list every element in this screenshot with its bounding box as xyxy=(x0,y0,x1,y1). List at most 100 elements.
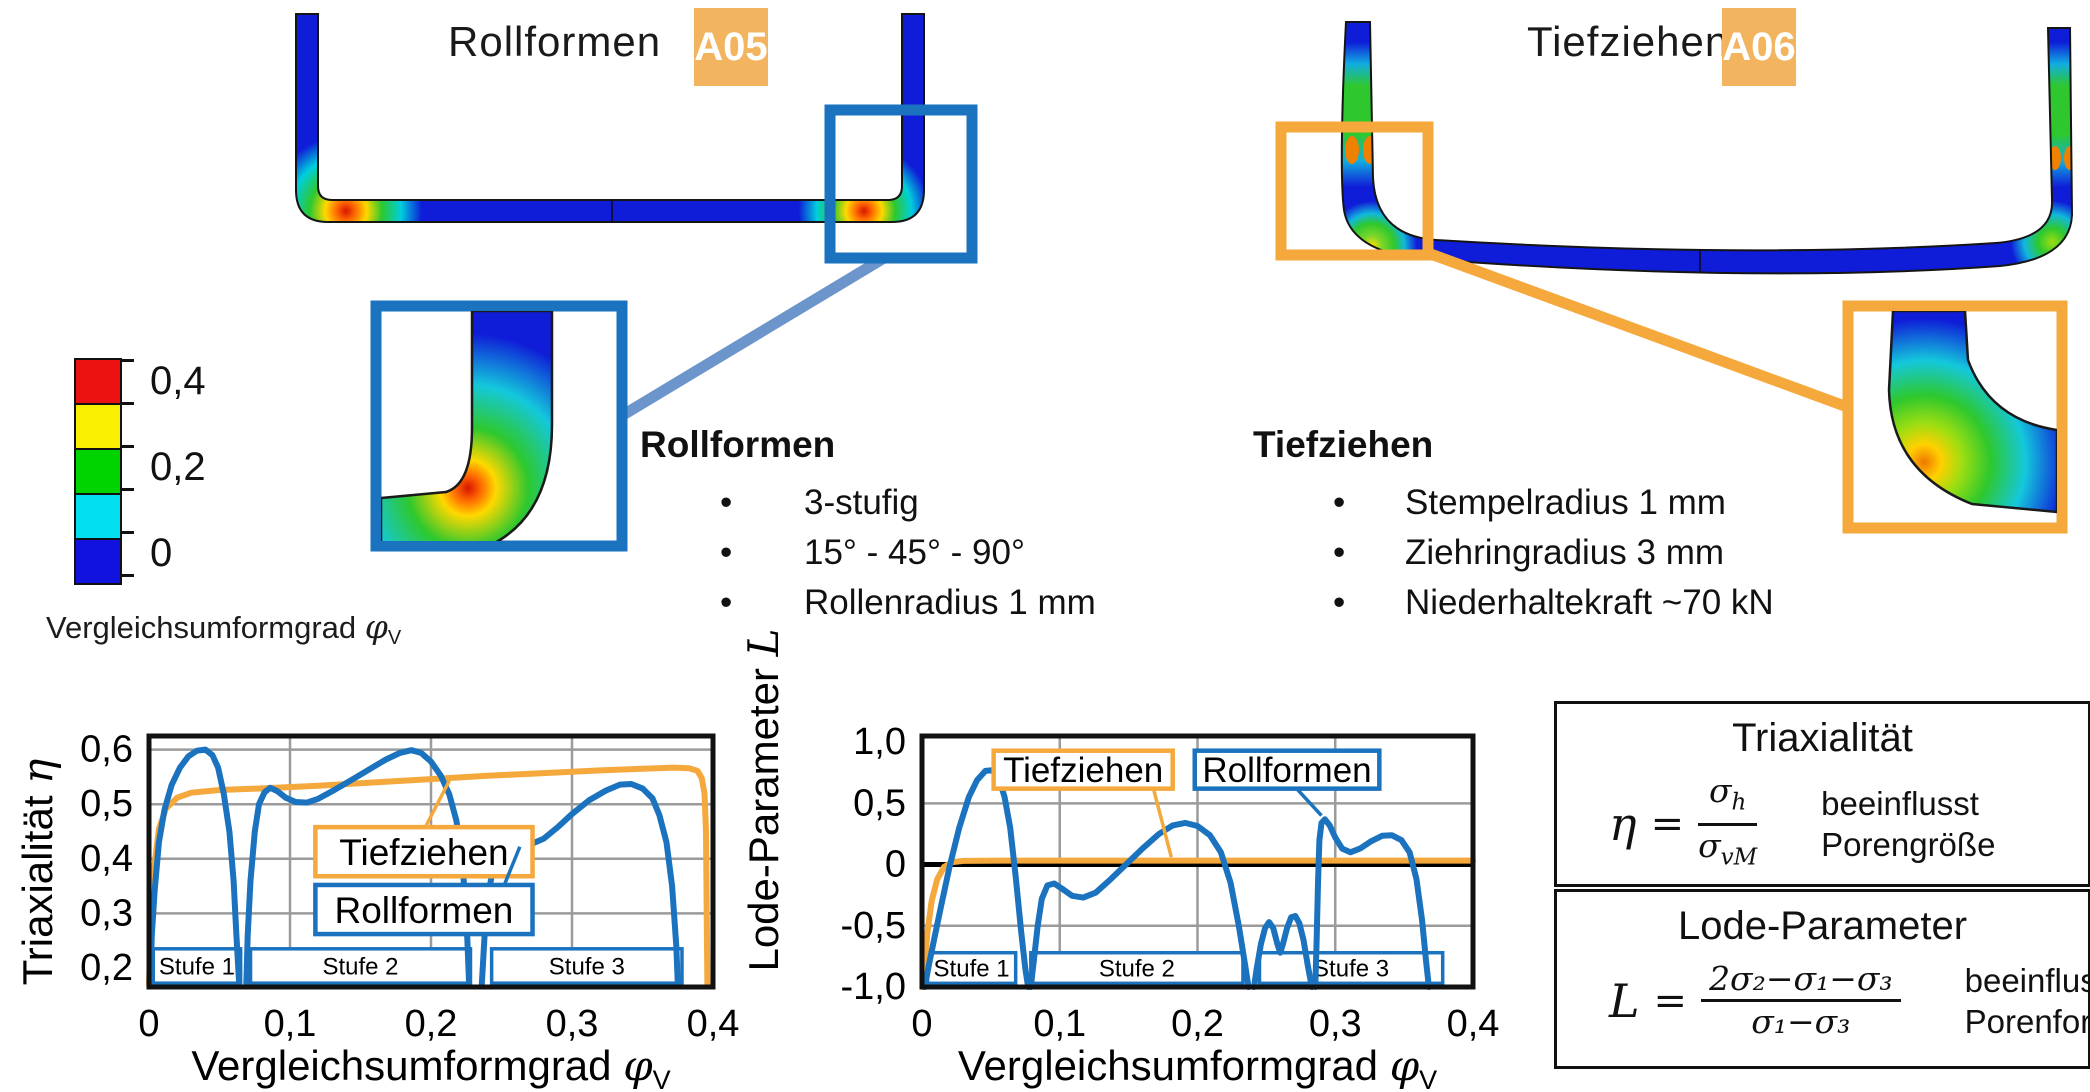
y-tick-label: 1,0 xyxy=(853,721,906,763)
colorbar-block xyxy=(74,403,122,450)
legend-box-rollformen xyxy=(313,882,535,937)
x-tick-label: 0,3 xyxy=(546,1003,599,1045)
sigma-h: σ xyxy=(1708,771,1732,810)
x-axis-title: Vergleichsumformgrad φV xyxy=(191,1041,670,1092)
x-tick-label: 0 xyxy=(911,1003,932,1045)
triaxiality-box-title: Triaxialität xyxy=(1732,716,1913,760)
colorbar-label-mid: 0,2 xyxy=(150,445,206,489)
legend-leader xyxy=(502,846,522,886)
series-rollformen xyxy=(1312,816,1432,990)
x-tick-label: 0,1 xyxy=(264,1003,317,1045)
triaxiality-info-box: Triaxialität η = σh σvM beeinflusst Pore… xyxy=(1554,701,2090,887)
rollformen-zoom-inset xyxy=(370,300,628,552)
legend-box-tiefziehen xyxy=(313,824,535,879)
series-rollformen xyxy=(243,747,473,988)
phi-subscript: V xyxy=(387,627,402,649)
plot-border xyxy=(146,733,716,990)
bullet-icon: • xyxy=(1333,583,1346,622)
lode-numerator: 2σ₂−σ₁−σ₃ xyxy=(1701,959,1901,1002)
lode-box-title: Lode-Parameter xyxy=(1677,904,1968,948)
list-item: • Ziehringradius 3 mm xyxy=(1253,528,1813,578)
eta-symbol: η xyxy=(1609,797,1637,852)
y-tick-label: 0,3 xyxy=(80,892,133,934)
y-tick-label: -1,0 xyxy=(841,966,906,1008)
x-tick-label: 0,1 xyxy=(1033,1003,1086,1045)
lode-note: beeinflusst Porenform xyxy=(1965,960,2090,1042)
x-tick-label: 0,2 xyxy=(1171,1003,1224,1045)
legend-label: Rollformen xyxy=(334,890,513,931)
y-tick-label: 0,4 xyxy=(80,838,133,880)
series-rollformen xyxy=(1251,913,1315,990)
y-axis-title: Triaxialität η xyxy=(13,759,62,986)
tiefziehen-zoom-connector xyxy=(1426,247,1852,414)
sigma-h-sub: h xyxy=(1731,789,1747,816)
legend-leader xyxy=(423,779,451,828)
bullet-icon: • xyxy=(720,533,733,572)
rollformen-badge: A05 xyxy=(694,8,768,86)
lode-parameter-chart: Stufe 1 Stufe 2 Stufe 3 Tiefziehen Rollforme… xyxy=(739,628,1499,1092)
x-tick-label: 0,4 xyxy=(687,1003,740,1045)
legend-box-rollformen xyxy=(1192,748,1382,791)
list-item: • 3-stufig xyxy=(640,478,1140,528)
tiefziehen-highlight-box xyxy=(1275,121,1434,261)
y-tick-label: 0,5 xyxy=(80,783,133,825)
colorbar-blocks xyxy=(74,358,122,585)
colorbar-tick xyxy=(120,531,134,534)
stage-box-label: Stufe 3 xyxy=(1313,956,1389,983)
stage-box xyxy=(489,947,684,985)
rollformen-title: Rollformen xyxy=(448,18,662,65)
colorbar: 0,4 0,2 0 xyxy=(74,358,206,585)
lode-info-box: Lode-Parameter L = 2σ₂−σ₁−σ₃ σ₁−σ₃ beein… xyxy=(1554,889,2090,1069)
colorbar-tick xyxy=(120,445,134,448)
stage-box-label: Stufe 3 xyxy=(549,953,625,980)
bullet-icon: • xyxy=(1333,533,1346,572)
triaxiality-chart: Stufe 1 Stufe 2 Stufe 3 Tiefziehen Rollforme… xyxy=(13,729,739,1092)
colorbar-tick xyxy=(120,359,134,362)
bullet-text: 15° - 45° - 90° xyxy=(804,533,1025,572)
note-line: Porenform xyxy=(1964,1002,2090,1040)
colorbar-tick xyxy=(120,574,134,577)
legend-leader xyxy=(1295,787,1323,817)
legend-leader xyxy=(1151,788,1174,858)
y-tick-label: 0,6 xyxy=(80,729,133,771)
rollformen-notes-title: Rollformen xyxy=(640,424,836,465)
lode-formula: L = 2σ₂−σ₁−σ₃ σ₁−σ₃ xyxy=(1609,959,1901,1042)
series-rollformen xyxy=(921,767,1032,990)
sigma-vm: σ xyxy=(1698,825,1721,865)
y-tick-label: 0,2 xyxy=(80,947,133,989)
bullet-text: Rollenradius 1 mm xyxy=(804,583,1096,622)
y-tick-label: 0,5 xyxy=(853,782,906,824)
note-line: beeinflusst xyxy=(1821,785,1979,823)
rollformen-zoom-connector xyxy=(615,253,887,423)
lode-denominator: σ₁−σ₃ xyxy=(1751,1002,1851,1041)
colorbar-tick xyxy=(120,488,134,491)
tiefziehen-title: Tiefziehen xyxy=(1527,18,1730,65)
plot-border xyxy=(919,733,1476,990)
colorbar-block xyxy=(74,358,122,405)
phi-symbol: φ xyxy=(364,607,388,646)
tiefziehen-notes: Tiefziehen • Stempelradius 1 mm • Ziehring… xyxy=(1253,424,1813,628)
series-rollformen xyxy=(147,746,243,988)
list-item: • 15° - 45° - 90° xyxy=(640,528,1140,578)
series-rollformen xyxy=(1027,819,1252,990)
sigma-vm-sub: vM xyxy=(1720,844,1758,871)
y-tick-label: 0 xyxy=(885,844,906,886)
rollformen-highlight-box xyxy=(824,104,978,264)
colorbar-label-max: 0,4 xyxy=(150,359,206,403)
equals-sign: = xyxy=(1653,977,1688,1024)
tiefziehen-notes-title: Tiefziehen xyxy=(1253,424,1434,465)
note-line: beeinflusst xyxy=(1964,961,2090,999)
stage-box-label: Stufe 2 xyxy=(1099,956,1175,983)
colorbar-tick xyxy=(120,402,134,405)
note-line: Porengröße xyxy=(1821,826,1996,864)
y-tick-label: -0,5 xyxy=(841,905,906,947)
bullet-icon: • xyxy=(1333,483,1346,522)
tiefziehen-zoom-inset xyxy=(1842,300,2068,534)
rollformen-notes: Rollformen • 3-stufig • 15° - 45° - 90° • R… xyxy=(640,424,1140,628)
equals-sign: = xyxy=(1650,801,1685,848)
colorbar-block xyxy=(74,448,122,495)
bullet-text: Niederhaltekraft ~70 kN xyxy=(1405,583,1774,622)
triaxiality-formula: η = σh σvM xyxy=(1609,771,1758,877)
